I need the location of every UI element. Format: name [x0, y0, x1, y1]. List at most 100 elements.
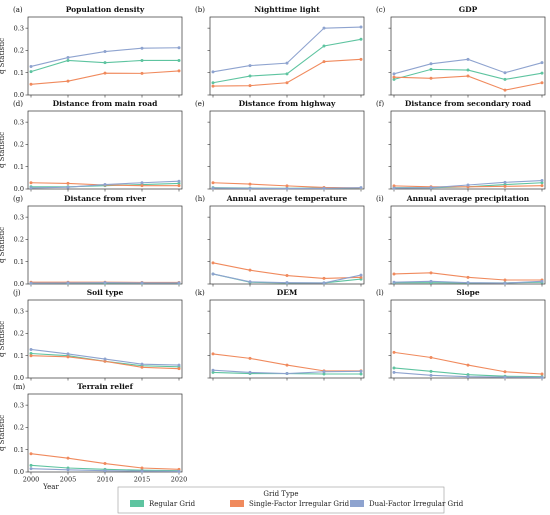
series-point-regular-grid	[66, 58, 70, 62]
series-point-dual-factor	[29, 281, 33, 285]
series-point-single-factor	[540, 372, 544, 376]
series-point-single-factor	[29, 181, 33, 185]
legend-label-single-factor: Single-Factor Irregular Grid	[249, 500, 350, 508]
legend-swatch-dual-factor	[350, 500, 364, 507]
series-point-single-factor	[29, 354, 33, 358]
series-point-dual-factor	[66, 56, 70, 60]
series-point-dual-factor	[392, 370, 396, 374]
series-point-single-factor	[392, 75, 396, 79]
series-point-single-factor	[140, 184, 144, 188]
series-point-single-factor	[359, 275, 363, 279]
panel-distance-from-main-road: (d) Distance from main road 0.0 0.1 0.2 0.3 q …	[0, 99, 183, 193]
series-point-dual-factor	[211, 368, 215, 372]
series-point-dual-factor	[140, 469, 144, 473]
series-point-dual-factor	[285, 372, 289, 376]
y-tick-label: 0.1	[14, 352, 24, 360]
panel-frame	[390, 205, 546, 285]
series-point-regular-grid	[29, 70, 33, 74]
series-point-regular-grid	[392, 366, 396, 370]
panel-label: (b)	[195, 6, 205, 14]
panel-frame	[27, 110, 183, 190]
series-point-dual-factor	[140, 362, 144, 366]
y-axis-label: q Statistic	[0, 132, 6, 168]
panel-terrain-relief: (m) Terrain relief 0.0 0.1 0.2 0.3 q Statistic…	[0, 382, 187, 491]
y-tick-label: 0.1	[14, 446, 24, 454]
series-point-dual-factor	[322, 26, 326, 30]
y-axis-label: q Statistic	[0, 415, 6, 451]
series-point-single-factor	[103, 462, 107, 466]
y-tick-label: 0.1	[14, 69, 24, 77]
series-point-single-factor	[359, 57, 363, 61]
series-point-single-factor	[103, 359, 107, 363]
series-point-single-factor	[392, 184, 396, 188]
panel-title: Distance from main road	[53, 99, 159, 108]
series-point-dual-factor	[503, 281, 507, 285]
panel-title: Slope	[456, 288, 480, 297]
series-point-dual-factor	[177, 179, 181, 183]
y-tick-label: 0.3	[14, 307, 24, 315]
series-point-single-factor	[103, 71, 107, 75]
series-point-dual-factor	[177, 281, 181, 285]
series-point-dual-factor	[359, 25, 363, 29]
series-point-dual-factor	[429, 373, 433, 377]
panels-group: (a) Population density 0.0 0.1 0.2 0.3 q Stati…	[0, 5, 546, 491]
series-point-dual-factor	[540, 61, 544, 65]
series-point-dual-factor	[177, 363, 181, 367]
series-point-regular-grid	[429, 369, 433, 373]
series-point-dual-factor	[211, 70, 215, 74]
legend: Grid Type Regular Grid Single-Factor Irr…	[117, 486, 464, 514]
panel-label: (l)	[376, 289, 384, 297]
panel-title: Terrain relief	[77, 382, 133, 391]
panel-title: GDP	[459, 5, 478, 14]
panel-label: (f)	[376, 100, 384, 108]
series-point-regular-grid	[211, 370, 215, 374]
y-tick-label: 0.1	[14, 163, 24, 171]
series-point-dual-factor	[503, 71, 507, 75]
series-point-dual-factor	[429, 62, 433, 66]
panel-frame	[390, 110, 546, 190]
series-point-regular-grid	[540, 71, 544, 75]
panel-annual-average-temperature: (h) Annual average temperature	[195, 194, 365, 287]
panel-title: Distance from secondary road	[405, 99, 532, 108]
series-point-dual-factor	[103, 50, 107, 54]
series-point-single-factor	[392, 272, 396, 276]
series-point-single-factor	[466, 363, 470, 367]
series-point-single-factor	[29, 452, 33, 456]
series-point-dual-factor	[392, 280, 396, 284]
series-point-dual-factor	[211, 186, 215, 190]
series-point-single-factor	[429, 355, 433, 359]
series-point-single-factor	[285, 81, 289, 85]
series-point-single-factor	[322, 276, 326, 280]
panel-label: (k)	[195, 289, 205, 297]
series-point-dual-factor	[359, 273, 363, 277]
panel-label: (m)	[13, 383, 25, 391]
y-tick-label: 0.2	[14, 330, 24, 338]
series-point-single-factor	[466, 74, 470, 78]
y-axis-label: q Statistic	[0, 321, 6, 357]
series-point-single-factor	[29, 82, 33, 86]
series-point-dual-factor	[103, 357, 107, 361]
series-point-single-factor	[429, 76, 433, 80]
y-tick-label: 0.0	[14, 374, 24, 382]
series-point-regular-grid	[177, 58, 181, 62]
panel-population-density: (a) Population density 0.0 0.1 0.2 0.3 q Stati…	[0, 5, 183, 99]
legend-label-regular-grid: Regular Grid	[149, 500, 196, 508]
series-point-dual-factor	[140, 46, 144, 50]
legend-swatch-regular-grid	[130, 500, 144, 507]
series-point-dual-factor	[248, 64, 252, 68]
series-point-regular-grid	[503, 77, 507, 81]
series-point-single-factor	[466, 275, 470, 279]
series-point-dual-factor	[211, 272, 215, 276]
series-point-single-factor	[211, 84, 215, 88]
panel-slope: (l) Slope	[376, 288, 546, 381]
panel-soil-type: (j) Soil type 0.0 0.1 0.2 0.3 q Statistic	[0, 288, 183, 382]
series-point-single-factor	[392, 350, 396, 354]
panel-label: (g)	[13, 195, 23, 203]
series-point-dual-factor	[248, 186, 252, 190]
series-point-regular-grid	[429, 67, 433, 71]
series-point-single-factor	[140, 71, 144, 75]
legend-box	[117, 486, 445, 514]
series-point-single-factor	[177, 69, 181, 73]
series-point-dual-factor	[66, 352, 70, 356]
series-point-regular-grid	[103, 61, 107, 65]
